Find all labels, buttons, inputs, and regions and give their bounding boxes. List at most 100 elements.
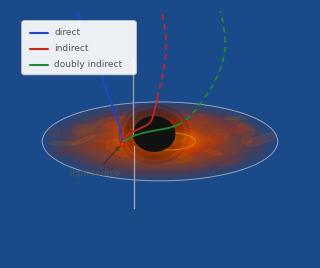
Ellipse shape <box>124 129 196 153</box>
Ellipse shape <box>182 121 201 133</box>
Ellipse shape <box>167 145 173 152</box>
Ellipse shape <box>122 129 198 154</box>
Ellipse shape <box>72 124 87 137</box>
Ellipse shape <box>110 125 210 158</box>
Ellipse shape <box>182 156 208 167</box>
Ellipse shape <box>114 124 125 133</box>
Circle shape <box>133 117 175 151</box>
Ellipse shape <box>91 118 229 165</box>
Ellipse shape <box>142 135 178 147</box>
Ellipse shape <box>117 127 203 156</box>
Ellipse shape <box>246 133 277 146</box>
Text: light source: light source <box>70 147 120 178</box>
Ellipse shape <box>103 122 217 161</box>
Ellipse shape <box>108 124 212 159</box>
Ellipse shape <box>174 159 199 169</box>
Ellipse shape <box>93 119 227 164</box>
Ellipse shape <box>219 158 244 166</box>
Ellipse shape <box>146 137 174 146</box>
Ellipse shape <box>49 127 60 137</box>
Ellipse shape <box>256 150 266 162</box>
Ellipse shape <box>183 134 193 139</box>
Ellipse shape <box>170 117 182 126</box>
Ellipse shape <box>172 124 188 130</box>
Ellipse shape <box>131 132 189 151</box>
Ellipse shape <box>134 133 186 150</box>
FancyBboxPatch shape <box>22 21 136 75</box>
Ellipse shape <box>166 146 187 154</box>
Ellipse shape <box>94 132 117 142</box>
Ellipse shape <box>137 134 183 149</box>
Ellipse shape <box>120 128 200 155</box>
Ellipse shape <box>49 148 72 156</box>
Ellipse shape <box>79 126 96 133</box>
Ellipse shape <box>80 142 111 150</box>
Ellipse shape <box>191 114 208 124</box>
Ellipse shape <box>148 137 172 145</box>
Ellipse shape <box>95 117 125 125</box>
Ellipse shape <box>207 129 228 144</box>
Ellipse shape <box>132 132 188 151</box>
Ellipse shape <box>144 136 176 147</box>
Ellipse shape <box>155 108 172 114</box>
Ellipse shape <box>48 142 76 145</box>
Ellipse shape <box>92 141 109 150</box>
Ellipse shape <box>117 127 203 156</box>
Ellipse shape <box>167 115 178 127</box>
Ellipse shape <box>98 121 222 162</box>
Ellipse shape <box>225 117 246 120</box>
Ellipse shape <box>202 136 215 143</box>
Ellipse shape <box>155 140 165 143</box>
Ellipse shape <box>73 135 95 145</box>
Ellipse shape <box>180 148 212 162</box>
Ellipse shape <box>195 114 223 127</box>
Ellipse shape <box>115 126 205 157</box>
Ellipse shape <box>113 126 207 157</box>
Circle shape <box>119 105 189 163</box>
Ellipse shape <box>106 124 135 137</box>
Ellipse shape <box>242 137 252 144</box>
Ellipse shape <box>106 140 138 157</box>
Ellipse shape <box>135 133 185 150</box>
Text: indirect: indirect <box>54 44 89 53</box>
Ellipse shape <box>107 144 124 158</box>
Ellipse shape <box>170 144 195 157</box>
Ellipse shape <box>147 142 174 157</box>
Ellipse shape <box>124 129 196 154</box>
Ellipse shape <box>225 122 246 134</box>
Ellipse shape <box>112 125 208 157</box>
Ellipse shape <box>126 130 194 153</box>
Ellipse shape <box>151 138 169 144</box>
Ellipse shape <box>153 139 167 144</box>
Ellipse shape <box>105 123 215 160</box>
Ellipse shape <box>122 129 198 154</box>
Ellipse shape <box>140 116 164 130</box>
Ellipse shape <box>95 120 225 163</box>
Ellipse shape <box>104 122 121 135</box>
Ellipse shape <box>134 154 144 161</box>
Ellipse shape <box>129 131 191 152</box>
Ellipse shape <box>225 117 253 131</box>
Ellipse shape <box>177 155 192 163</box>
Ellipse shape <box>127 130 193 152</box>
Ellipse shape <box>158 120 180 133</box>
Ellipse shape <box>119 136 132 148</box>
Ellipse shape <box>124 140 155 159</box>
Ellipse shape <box>237 123 255 136</box>
Ellipse shape <box>120 128 200 155</box>
Ellipse shape <box>160 120 174 128</box>
Ellipse shape <box>158 112 175 125</box>
Circle shape <box>128 112 180 156</box>
Ellipse shape <box>74 124 94 134</box>
Circle shape <box>125 109 184 159</box>
Ellipse shape <box>180 141 201 152</box>
Ellipse shape <box>140 135 180 148</box>
Ellipse shape <box>136 133 184 149</box>
Ellipse shape <box>158 122 192 126</box>
Ellipse shape <box>133 132 187 150</box>
Ellipse shape <box>122 120 149 129</box>
Ellipse shape <box>100 121 220 161</box>
Ellipse shape <box>129 131 191 152</box>
Ellipse shape <box>203 137 214 150</box>
Text: direct: direct <box>54 28 80 38</box>
